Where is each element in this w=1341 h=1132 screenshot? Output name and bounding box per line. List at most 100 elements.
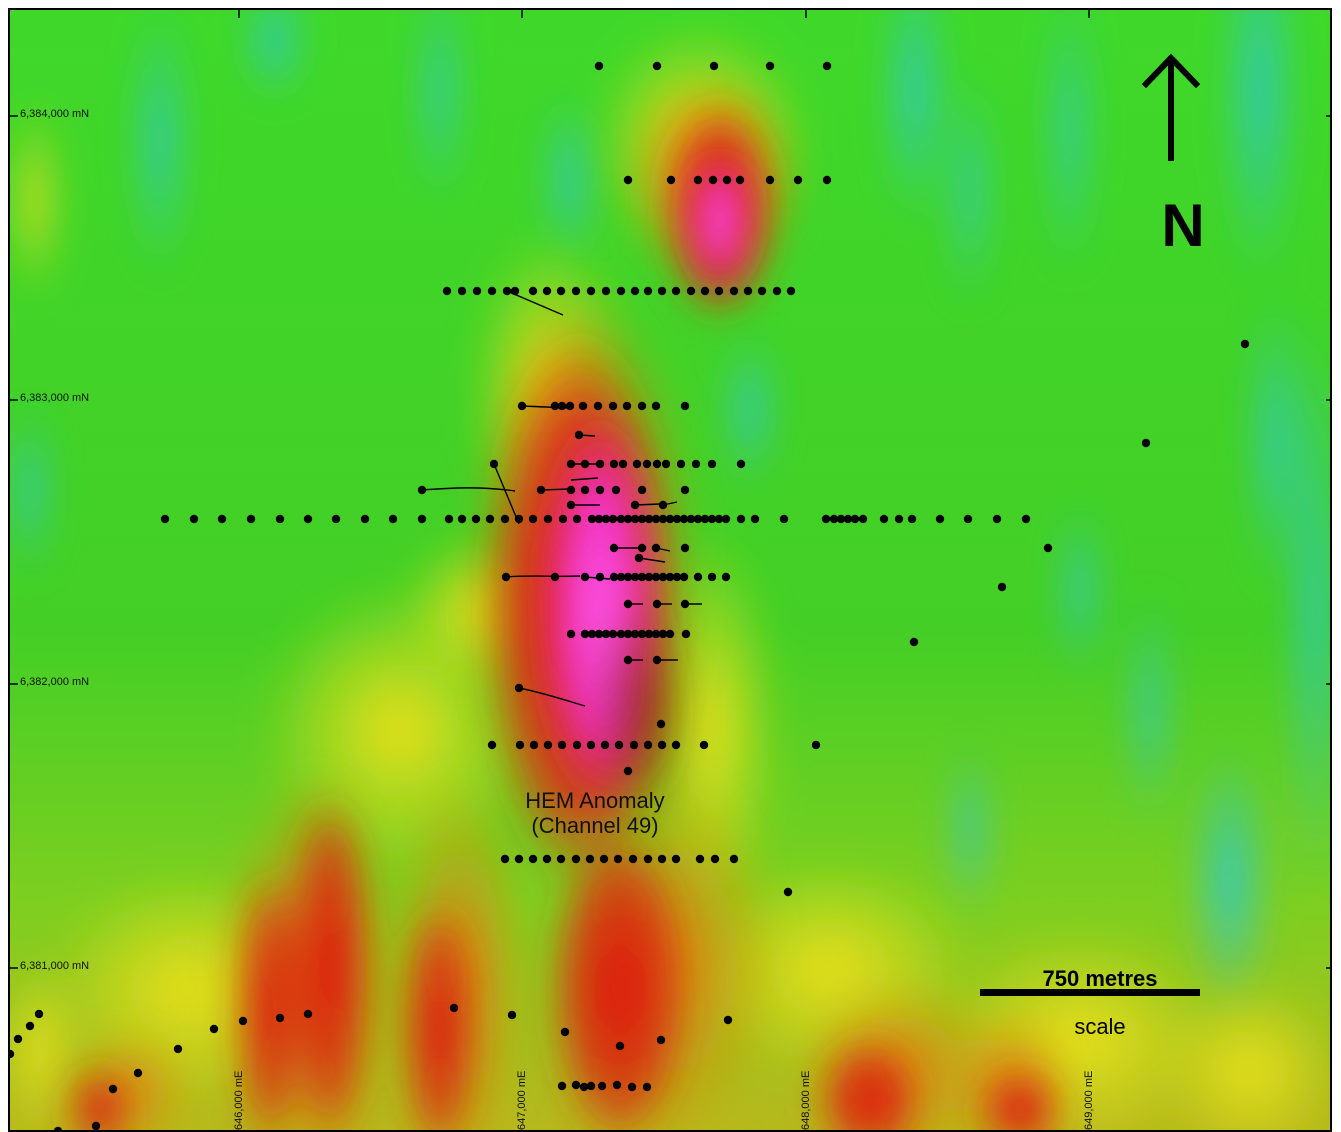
northing-label-6384000: 6,384,000 mN	[20, 108, 90, 120]
drill-collar	[566, 500, 576, 510]
map-border-ticks	[10, 10, 1330, 969]
drill-collar	[680, 485, 690, 495]
drill-collar	[658, 514, 668, 524]
drill-collar	[642, 1082, 652, 1092]
drill-collar	[907, 514, 917, 524]
drill-collar	[637, 485, 647, 495]
drill-collar	[708, 175, 718, 185]
map-frame: N 750 metres scale HEM Anomaly (Channel …	[8, 8, 1332, 1132]
drill-collar	[574, 430, 584, 440]
drill-collar	[657, 854, 667, 864]
drill-trace	[506, 290, 564, 316]
drill-collar	[710, 854, 720, 864]
drill-collar	[836, 514, 846, 524]
drill-collar	[963, 514, 973, 524]
drill-collar	[736, 514, 746, 524]
drill-hole-collars	[10, 61, 1250, 1130]
drill-collar	[657, 740, 667, 750]
drill-collar	[209, 1024, 219, 1034]
drill-collar	[680, 401, 690, 411]
drill-collar	[601, 629, 611, 639]
drill-collar	[1043, 543, 1053, 553]
drill-collar	[672, 572, 682, 582]
drill-collar	[623, 629, 633, 639]
drill-collar	[707, 459, 717, 469]
scale-bar	[980, 989, 1200, 996]
drill-collar	[611, 485, 621, 495]
drill-collar	[1240, 339, 1250, 349]
drill-collar	[417, 485, 427, 495]
drill-collar	[108, 1084, 118, 1094]
drill-collar	[642, 459, 652, 469]
drill-collar	[637, 514, 647, 524]
drill-collar	[652, 61, 662, 71]
drill-collar	[360, 514, 370, 524]
drill-collar	[693, 572, 703, 582]
drill-collar	[614, 740, 624, 750]
drill-collar	[658, 629, 668, 639]
drill-collar	[656, 1035, 666, 1045]
drill-collar	[173, 1044, 183, 1054]
drill-collar	[514, 854, 524, 864]
drill-collar	[651, 572, 661, 582]
drill-collar	[671, 286, 681, 296]
drill-collar	[671, 854, 681, 864]
drill-collar	[572, 514, 582, 524]
drill-collar	[1141, 438, 1151, 448]
drill-collar	[680, 543, 690, 553]
drill-hole-traces	[421, 290, 702, 707]
drill-collar	[679, 514, 689, 524]
drill-collar	[666, 175, 676, 185]
drill-collar	[643, 854, 653, 864]
drill-collar	[515, 740, 525, 750]
drill-collar	[665, 629, 675, 639]
drill-collar	[556, 286, 566, 296]
anomaly-label-line1: HEM Anomaly	[525, 788, 665, 813]
drill-collar	[723, 1015, 733, 1025]
drill-collar	[630, 629, 640, 639]
drill-collar	[693, 175, 703, 185]
drill-collar	[580, 572, 590, 582]
drill-collar	[572, 740, 582, 750]
anomaly-label-line2: (Channel 49)	[531, 813, 659, 838]
drill-collar	[275, 1013, 285, 1023]
drill-collar	[850, 514, 860, 524]
drill-collar	[528, 854, 538, 864]
drill-collar	[133, 1068, 143, 1078]
drill-collar	[909, 637, 919, 647]
scale-bar-distance: 750 metres	[1042, 966, 1158, 991]
drill-collar	[750, 514, 760, 524]
drill-collar	[449, 1003, 459, 1013]
drill-collar	[34, 1009, 44, 1019]
drill-collar	[594, 629, 604, 639]
drill-collar	[658, 500, 668, 510]
drill-collar	[783, 887, 793, 897]
easting-label-649000: 649,000 mE	[1083, 1070, 1095, 1130]
drill-collar	[637, 401, 647, 411]
northing-label-6381000: 6,381,000 mN	[20, 960, 90, 972]
drill-collar	[652, 599, 662, 609]
drill-collar	[595, 485, 605, 495]
drill-collar	[557, 1081, 567, 1091]
drill-collar	[661, 459, 671, 469]
drill-collar	[821, 514, 831, 524]
drill-collar	[630, 286, 640, 296]
drill-collar	[472, 286, 482, 296]
drill-collar	[627, 1082, 637, 1092]
drill-collar	[623, 766, 633, 776]
drill-collar	[652, 459, 662, 469]
drill-collar	[672, 514, 682, 524]
drill-collar	[487, 286, 497, 296]
drill-collar	[608, 401, 618, 411]
drill-collar	[772, 286, 782, 296]
drill-collar	[517, 401, 527, 411]
drill-collar	[580, 629, 590, 639]
drill-collar	[765, 175, 775, 185]
drill-collar	[630, 500, 640, 510]
drill-collar	[609, 572, 619, 582]
drill-collar	[471, 514, 481, 524]
drill-collar	[579, 1082, 589, 1092]
drill-collar	[550, 572, 560, 582]
drill-collar	[543, 740, 553, 750]
drill-collar	[637, 629, 647, 639]
